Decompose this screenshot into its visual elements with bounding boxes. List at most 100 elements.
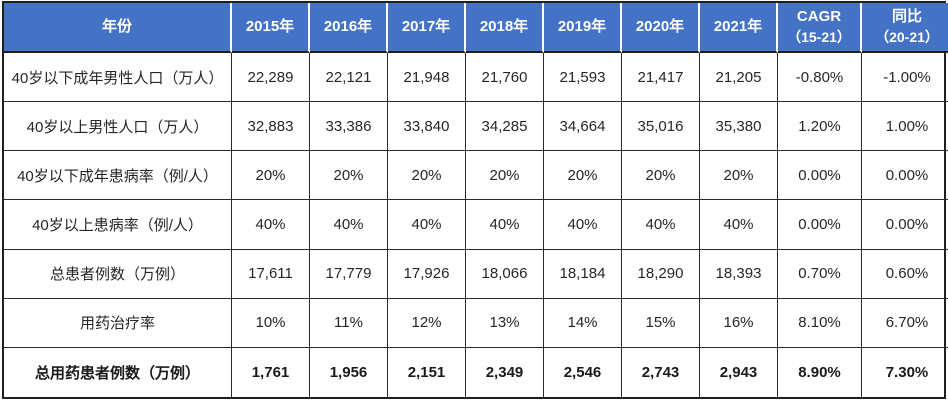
table-cell: 13% [466,298,544,348]
table-cell: 21,417 [622,53,700,103]
table-cell: 17,611 [232,249,310,299]
row-label: 总用药患者例数（万例） [4,347,232,397]
table-cell: 2,349 [466,347,544,397]
column-header: 2016年 [310,3,388,53]
column-header-label: 年份 [101,17,132,35]
table-cell: 20% [388,151,466,201]
table-cell: 35,016 [622,102,700,152]
table-cell: 22,289 [232,53,310,103]
column-header-label: 2017年 [401,17,451,35]
table-cell: 21,948 [388,53,466,103]
table-cell: 20% [622,151,700,201]
column-header-label: 2015年 [245,17,295,35]
table-cell: 18,066 [466,249,544,299]
table-cell: 20% [700,151,778,201]
table-cell: 40% [310,200,388,250]
column-header-label: 2021年 [713,17,763,35]
table-cell: 17,779 [310,249,388,299]
table-cell: 21,760 [466,53,544,103]
table-cell: 20% [466,151,544,201]
table-cell: 20% [232,151,310,201]
column-header-subline: （15-21） [787,28,851,45]
table-row: 40岁以下成年男性人口（万人） 22,289 22,121 21,948 21,760 2… [4,53,948,103]
table-cell: 15% [622,298,700,348]
table-cell: 8.90% [778,347,862,397]
table-cell: 18,184 [544,249,622,299]
table-cell: 40% [622,200,700,250]
table-cell: 2,546 [544,347,622,397]
table-cell: 22,121 [310,53,388,103]
row-label: 40岁以下成年男性人口（万人） [4,53,232,103]
table-cell: 32,883 [232,102,310,152]
table-cell: 2,743 [622,347,700,397]
column-header-label: 同比 [891,8,922,26]
row-label: 40岁以下成年患病率（例/人） [4,151,232,201]
column-header-label: 2019年 [557,17,607,35]
column-header-subline: （20-21） [875,28,939,45]
table-cell: 40% [700,200,778,250]
column-header: 2017年 [388,3,466,53]
column-header: 年份 [4,3,232,53]
table-row: 40岁以上男性人口（万人） 32,883 33,386 33,840 34,285 34,… [4,102,948,152]
column-header: 2020年 [622,3,700,53]
table-cell: 34,285 [466,102,544,152]
table-cell: 1.20% [778,102,862,152]
table-cell: 1.00% [862,102,948,152]
table-cell: 16% [700,298,778,348]
row-label: 40岁以上男性人口（万人） [4,102,232,152]
table-cell: 0.00% [778,151,862,201]
column-header: 2021年 [700,3,778,53]
table-row: 总患者例数（万例） 17,611 17,779 17,926 18,066 18,184 1… [4,249,948,299]
table-cell: 0.00% [862,200,948,250]
table-cell: 18,393 [700,249,778,299]
table-cell: 33,386 [310,102,388,152]
table-cell: 2,943 [700,347,778,397]
table-cell: 17,926 [388,249,466,299]
column-header-label: 2016年 [323,17,373,35]
table-cell: 0.00% [778,200,862,250]
table-cell: 21,593 [544,53,622,103]
table-cell: 20% [310,151,388,201]
table-row: 用药治疗率 10% 11% 12% 13% 14% 15% 16% 8.10% 6.70% [4,298,948,348]
column-header: CAGR （15-21） [778,3,862,53]
column-header: 2018年 [466,3,544,53]
table-cell: -1.00% [862,53,948,103]
table-cell: 1,761 [232,347,310,397]
table-cell: -0.80% [778,53,862,103]
column-header-label: 2018年 [479,17,529,35]
table-cell: 6.70% [862,299,948,348]
table-cell: 11% [310,298,388,348]
table-cell: 40% [544,200,622,250]
column-header: 2019年 [544,3,622,53]
table-cell: 2,151 [388,347,466,397]
table-cell: 0.00% [862,151,948,201]
table-cell: 35,380 [700,102,778,152]
table-cell: 40% [466,200,544,250]
row-label: 40岁以上患病率（例/人） [4,200,232,250]
table-cell: 33,840 [388,102,466,152]
column-header-label: 2020年 [635,17,685,35]
table-header: 年份 2015年 2016年 2017年 2018年 2019年 2020年 2021年 CAG… [4,3,948,53]
table-cell: 12% [388,298,466,348]
table-row: 总用药患者例数（万例） 1,761 1,956 2,151 2,349 2,546 2,74… [4,347,948,397]
column-header-label: CAGR [796,8,842,26]
table-cell: 14% [544,298,622,348]
table-cell: 0.60% [862,250,948,299]
table-cell: 21,205 [700,53,778,103]
population-data-table: 年份 2015年 2016年 2017年 2018年 2019年 2020年 2021年 CAG… [4,3,948,397]
table-cell: 34,664 [544,102,622,152]
table-cell: 18,290 [622,249,700,299]
column-header: 同比 （20-21） [862,3,948,53]
table-cell: 40% [388,200,466,250]
table-cell: 1,956 [310,347,388,397]
table-body: 40岁以下成年男性人口（万人） 22,289 22,121 21,948 21,760 2… [4,53,948,397]
column-header: 2015年 [232,3,310,53]
table-row: 40岁以上患病率（例/人） 40% 40% 40% 40% 40% 40% 40% 0.00% 0… [4,200,948,250]
table-cell: 7.30% [885,363,929,381]
row-label: 总患者例数（万例） [4,249,232,299]
row-label: 用药治疗率 [4,298,232,348]
header-row: 年份 2015年 2016年 2017年 2018年 2019年 2020年 2021年 CAG… [4,3,948,53]
table-cell: 0.70% [778,249,862,299]
